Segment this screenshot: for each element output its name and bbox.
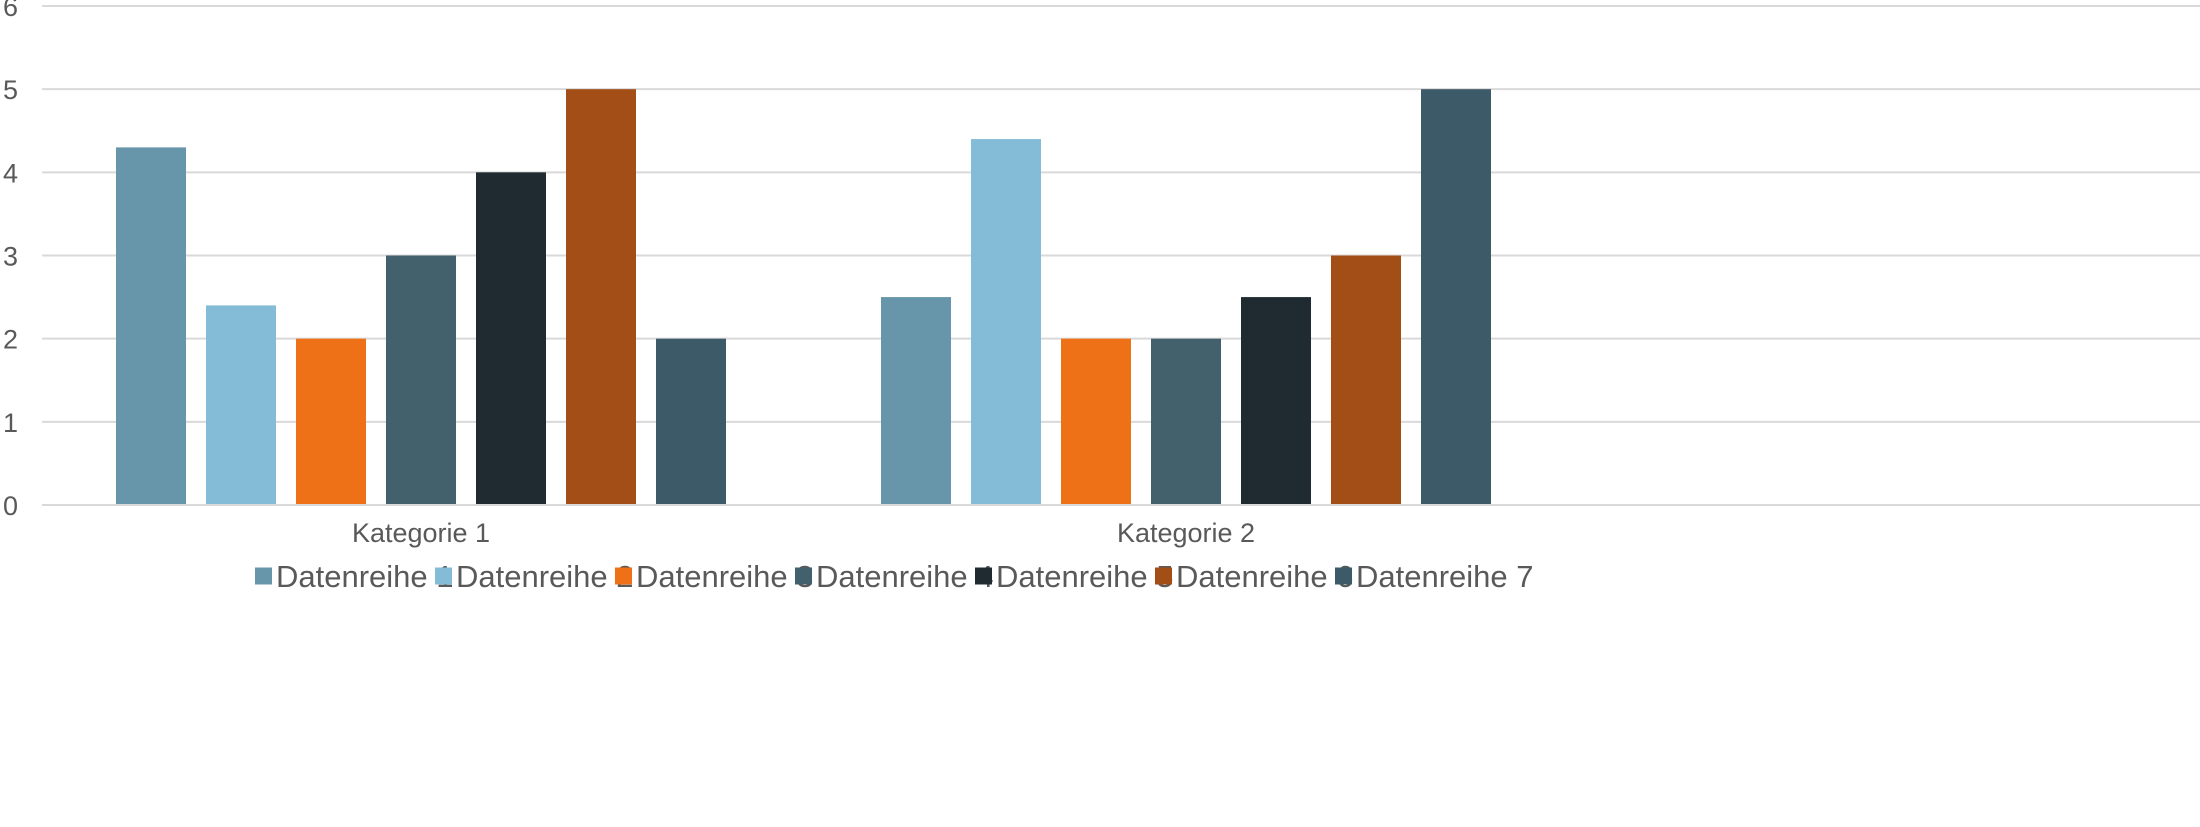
y-tick-label: 4 — [3, 158, 18, 188]
bar-1-series-7 — [656, 338, 726, 505]
bar-1-series-1 — [116, 147, 186, 505]
legend-label: Datenreihe 7 — [1356, 559, 1534, 594]
bar-2-series-4 — [1151, 338, 1221, 505]
legend-label: Datenreihe 6 — [1176, 559, 1354, 594]
bar-2-series-3 — [1061, 338, 1131, 505]
category-label: Kategorie 2 — [1117, 518, 1255, 548]
legend-swatch — [615, 567, 632, 585]
y-axis-tick-labels: 0 1 2 3 4 5 6 — [3, 0, 18, 521]
legend-label: Datenreihe 5 — [996, 559, 1174, 594]
y-tick-label: 5 — [3, 75, 18, 105]
y-tick-label: 2 — [3, 325, 18, 355]
legend-swatch — [1335, 567, 1352, 585]
y-tick-label: 1 — [3, 408, 18, 438]
legend: Datenreihe 1 Datenreihe 2 Datenreihe 3 Date… — [255, 559, 1534, 594]
bar-1-series-6 — [566, 89, 636, 506]
y-tick-label: 0 — [3, 491, 18, 521]
bar-2-series-7 — [1421, 89, 1491, 506]
y-tick-label: 6 — [3, 0, 18, 22]
bar-1-series-2 — [206, 305, 276, 505]
legend-label: Datenreihe 3 — [636, 559, 814, 594]
bars — [116, 89, 1491, 506]
bar-1-series-4 — [386, 255, 456, 505]
category-label: Kategorie 1 — [352, 518, 490, 548]
bar-1-series-5 — [476, 172, 546, 506]
legend-label: Datenreihe 1 — [276, 559, 454, 594]
legend-label: Datenreihe 4 — [816, 559, 994, 594]
legend-swatch — [255, 567, 272, 585]
bar-2-series-1 — [881, 297, 951, 505]
bar-2-series-5 — [1241, 297, 1311, 505]
y-tick-label: 3 — [3, 242, 18, 272]
legend-swatch — [795, 567, 812, 585]
bar-2-series-6 — [1331, 255, 1401, 505]
bar-2-series-2 — [971, 139, 1041, 506]
legend-swatch — [435, 567, 452, 585]
category-labels: Kategorie 1 Kategorie 2 — [352, 518, 1255, 548]
legend-swatch — [975, 567, 992, 585]
legend-label: Datenreihe 2 — [456, 559, 634, 594]
bar-1-series-3 — [296, 338, 366, 505]
legend-swatch — [1155, 567, 1172, 585]
